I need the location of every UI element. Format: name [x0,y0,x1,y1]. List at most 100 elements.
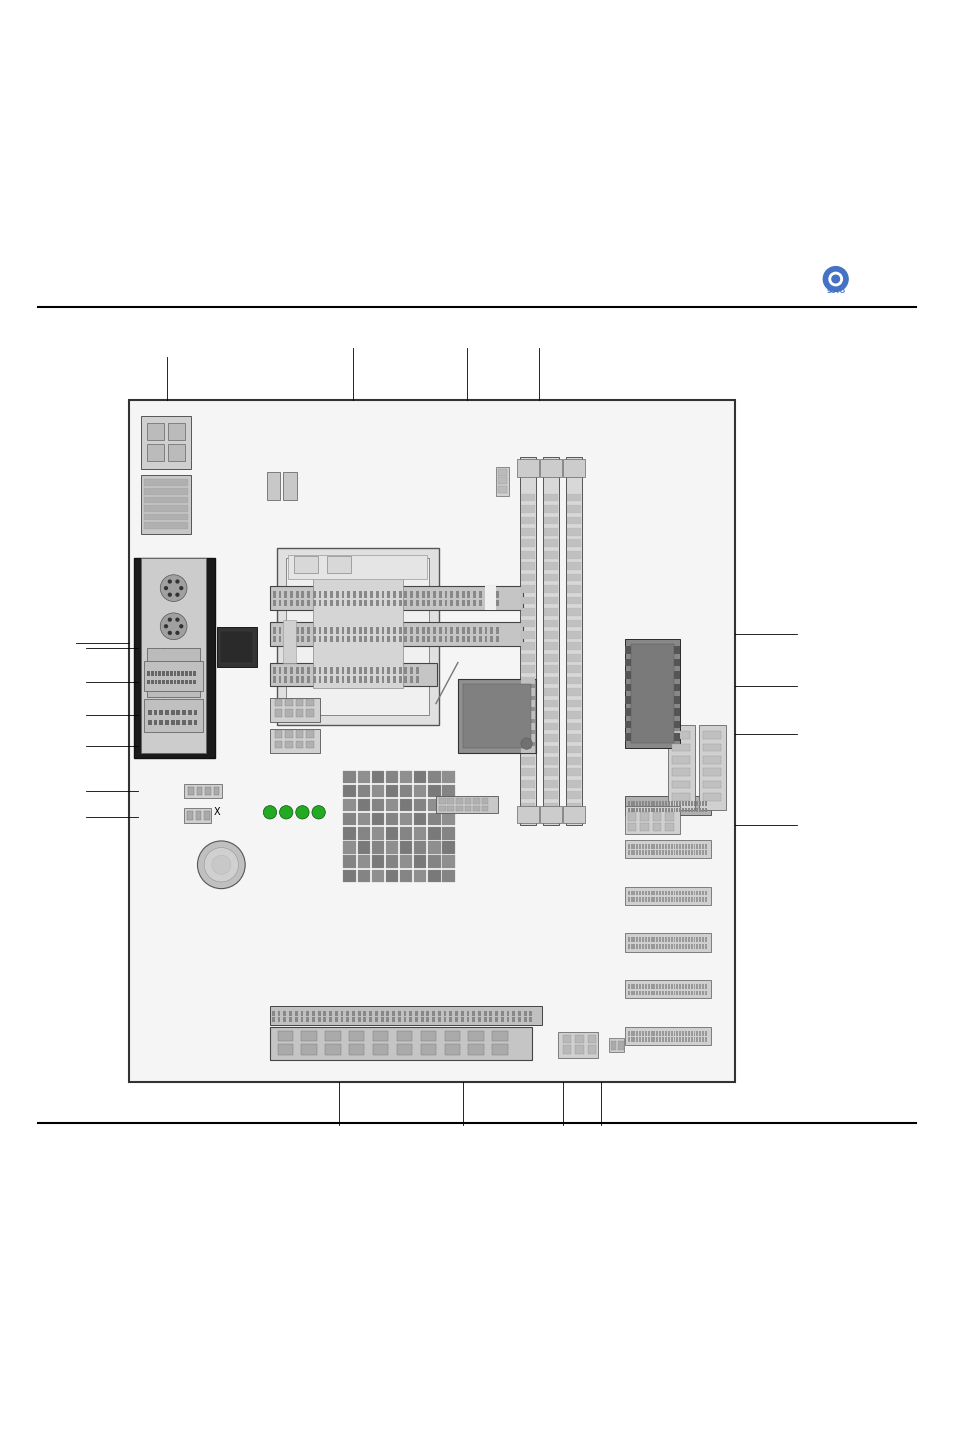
Bar [673,991,675,995]
Bar [693,991,695,995]
Bar [679,937,680,942]
Bar [393,628,395,633]
Bar [679,944,680,948]
Bar [272,1017,274,1022]
Bar [539,459,561,476]
Bar [543,551,558,559]
Bar [673,891,675,895]
Bar [318,599,321,606]
Bar [415,1017,417,1022]
Bar [681,984,683,988]
Bar [414,771,426,784]
Bar [687,891,689,895]
Bar [414,785,426,798]
Bar [325,1031,340,1041]
Bar [165,719,169,725]
Bar [162,679,165,685]
Bar [189,671,192,676]
Bar [343,827,355,839]
Bar [372,771,384,784]
Bar [684,984,686,988]
Bar [375,1017,377,1022]
Bar [699,991,700,995]
Bar [542,458,558,825]
Bar [693,944,695,948]
Circle shape [520,738,532,749]
Bar [644,897,646,902]
Bar [690,937,692,942]
Bar [490,628,493,633]
Bar [141,558,206,754]
Bar [404,591,407,598]
Bar [343,771,355,784]
Bar [478,628,481,633]
Bar [641,801,643,805]
Bar [701,808,703,812]
Bar [543,528,558,536]
Bar [358,628,361,633]
Bar [270,1027,532,1061]
Bar [670,1037,672,1042]
Bar [520,791,535,799]
Bar [687,844,689,848]
Bar [307,599,310,606]
Bar [159,711,163,715]
Bar [520,539,535,548]
Bar [398,676,401,682]
Bar [353,668,355,674]
Bar [633,991,635,995]
Bar [381,628,384,633]
Bar [295,628,298,633]
Bar [385,869,397,882]
Bar [472,1017,475,1022]
Bar [398,668,401,674]
Bar [306,1017,309,1022]
Bar [636,1037,638,1042]
Bar [187,811,193,819]
Bar [566,676,580,685]
Bar [630,808,632,812]
Bar [624,671,630,679]
Bar [468,1044,483,1054]
Bar [442,785,455,798]
Bar [670,937,672,942]
Bar [644,801,646,805]
Bar [701,897,703,902]
Circle shape [822,266,847,292]
Bar [627,991,629,995]
Bar [687,851,689,855]
Bar [659,851,660,855]
Bar [346,1011,349,1015]
Bar [687,1031,689,1035]
Bar [627,812,636,821]
Bar [438,628,441,633]
Bar [428,814,440,825]
Bar [624,646,630,654]
Bar [659,891,660,895]
Bar [543,493,558,502]
Bar [343,799,355,811]
Bar [636,944,638,948]
Bar [181,679,184,685]
Bar [444,1044,459,1054]
Bar [693,1031,695,1035]
Bar [410,676,413,682]
Bar [385,814,397,825]
Bar [166,679,169,685]
Bar [347,628,350,633]
Bar [372,799,384,811]
Bar [627,944,629,948]
Bar [670,844,672,848]
Bar [324,636,327,642]
Circle shape [169,618,172,621]
Bar [681,851,683,855]
Bar [340,1011,343,1015]
Bar [347,599,350,606]
Bar [667,1031,669,1035]
Bar [449,1017,452,1022]
Bar [644,808,646,812]
Bar [428,785,440,798]
Bar [273,591,275,598]
Bar [690,808,692,812]
Bar [543,516,558,525]
